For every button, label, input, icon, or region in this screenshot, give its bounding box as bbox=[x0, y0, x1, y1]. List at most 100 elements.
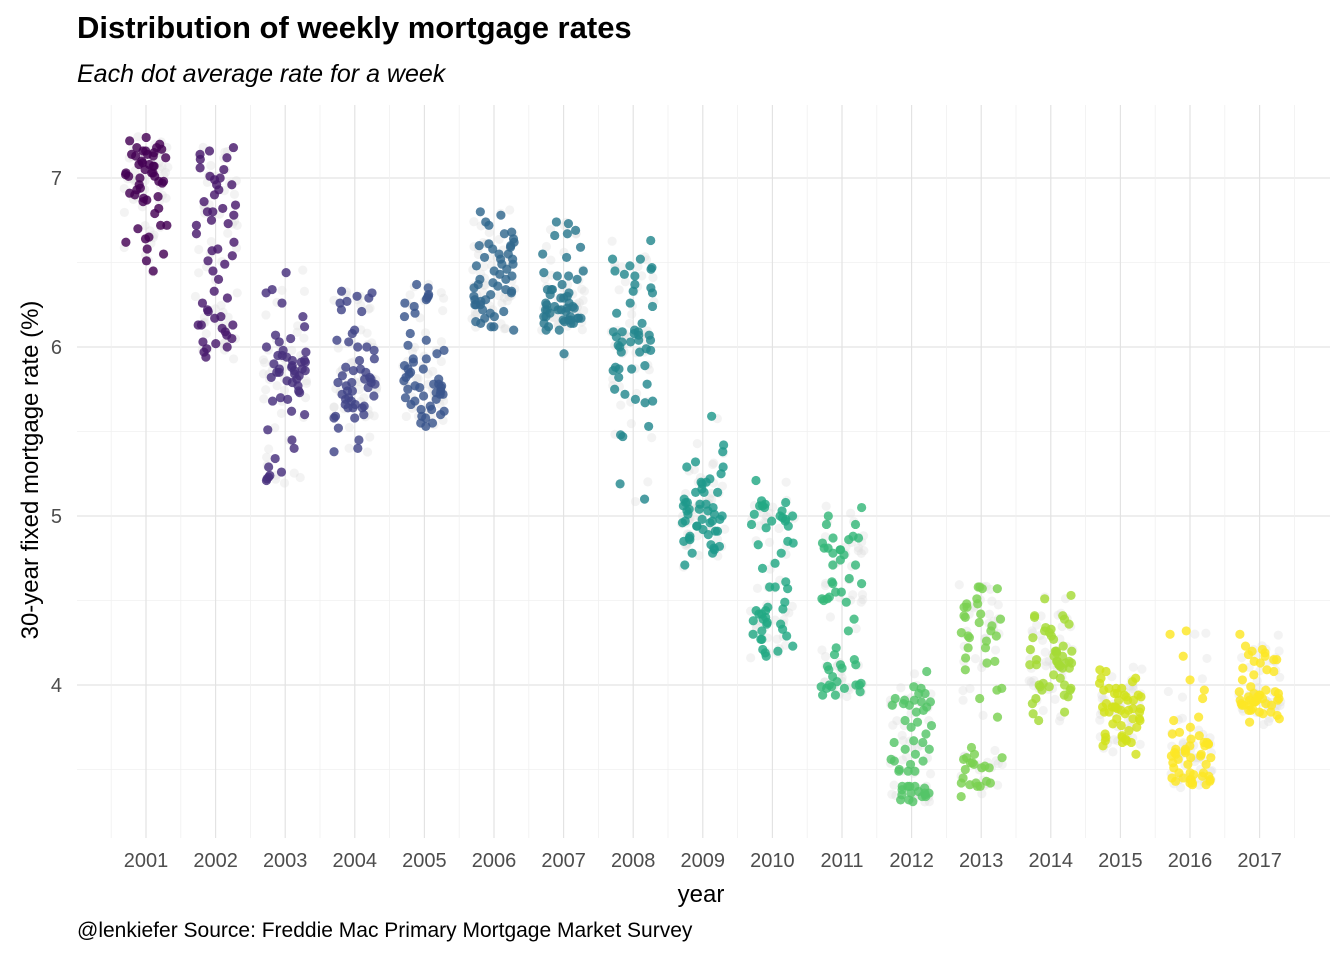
data-point bbox=[918, 705, 928, 715]
data-point bbox=[473, 279, 483, 290]
data-point bbox=[563, 219, 574, 229]
data-point bbox=[1186, 734, 1196, 744]
data-point bbox=[478, 305, 488, 315]
data-point bbox=[1266, 700, 1277, 710]
data-point bbox=[142, 244, 152, 254]
data-point bbox=[543, 322, 554, 332]
data-point bbox=[757, 626, 767, 636]
data-point bbox=[1128, 714, 1138, 724]
data-point bbox=[761, 523, 771, 533]
data-point bbox=[286, 333, 296, 344]
data-point bbox=[1185, 675, 1195, 685]
ghost-point bbox=[993, 600, 1003, 610]
ghost-point bbox=[1135, 739, 1145, 750]
ghost-point bbox=[1109, 735, 1119, 745]
ghost-point bbox=[842, 691, 852, 702]
data-point bbox=[1123, 705, 1134, 715]
data-point bbox=[782, 631, 792, 641]
data-point bbox=[276, 467, 287, 477]
data-point bbox=[551, 217, 561, 227]
ghost-point bbox=[439, 293, 449, 303]
data-point bbox=[837, 663, 847, 673]
ghost-point bbox=[617, 262, 627, 272]
data-point bbox=[910, 749, 921, 759]
data-point bbox=[370, 379, 380, 389]
ghost-point bbox=[620, 277, 631, 287]
ghost-point bbox=[329, 402, 339, 412]
data-point bbox=[697, 514, 707, 524]
ghost-point bbox=[853, 543, 864, 553]
data-point bbox=[1174, 727, 1185, 737]
data-point bbox=[990, 656, 1000, 666]
ghost-point bbox=[1273, 630, 1283, 640]
data-point bbox=[474, 241, 484, 251]
ghost-point bbox=[887, 789, 897, 799]
data-point bbox=[823, 511, 833, 521]
data-point bbox=[1094, 678, 1105, 688]
data-point bbox=[359, 410, 369, 420]
data-point bbox=[639, 494, 650, 504]
ghost-point bbox=[229, 189, 240, 199]
data-point bbox=[198, 337, 208, 347]
ghost-point bbox=[712, 534, 723, 544]
data-point bbox=[850, 519, 861, 530]
ghost-point bbox=[720, 524, 730, 534]
ghost-point bbox=[420, 328, 431, 338]
data-point bbox=[501, 274, 511, 284]
data-point bbox=[575, 242, 586, 252]
data-point bbox=[354, 435, 364, 445]
data-point bbox=[757, 563, 768, 573]
x-tick-label: 2003 bbox=[263, 850, 308, 872]
x-tick-label: 2008 bbox=[611, 850, 656, 872]
data-point bbox=[489, 311, 500, 322]
ghost-point bbox=[201, 329, 211, 339]
ghost-point bbox=[228, 354, 239, 364]
data-point bbox=[439, 345, 449, 355]
ghost-point bbox=[258, 369, 269, 379]
ghost-point bbox=[413, 374, 423, 384]
data-point bbox=[333, 423, 343, 433]
data-point bbox=[1201, 759, 1211, 770]
data-point bbox=[209, 190, 220, 200]
data-point bbox=[148, 151, 158, 161]
ghost-point bbox=[333, 343, 343, 353]
ghost-point bbox=[578, 295, 588, 305]
data-point bbox=[1272, 710, 1282, 721]
ghost-point bbox=[232, 220, 242, 231]
ghost-point bbox=[405, 290, 415, 300]
ghost-point bbox=[892, 716, 902, 726]
data-point bbox=[1244, 717, 1255, 727]
ghost-point bbox=[359, 393, 369, 403]
data-point bbox=[353, 342, 363, 352]
data-point bbox=[1034, 715, 1044, 726]
data-point bbox=[208, 207, 218, 217]
ghost-point bbox=[993, 780, 1003, 790]
ghost-point bbox=[577, 284, 587, 294]
data-point bbox=[635, 254, 645, 264]
data-point bbox=[399, 311, 410, 322]
data-point bbox=[157, 178, 167, 188]
ghost-point bbox=[851, 624, 861, 634]
ghost-point bbox=[500, 323, 511, 333]
data-point bbox=[630, 271, 640, 281]
data-point bbox=[283, 394, 293, 404]
data-point bbox=[1044, 628, 1054, 638]
data-point bbox=[557, 279, 567, 290]
ghost-point bbox=[1032, 620, 1042, 630]
data-point bbox=[502, 264, 512, 274]
ghost-point bbox=[985, 584, 995, 594]
data-point bbox=[570, 225, 581, 235]
data-point bbox=[484, 239, 494, 249]
data-point bbox=[778, 604, 788, 614]
ghost-point bbox=[362, 328, 372, 338]
data-point bbox=[777, 624, 788, 634]
data-point bbox=[1058, 641, 1068, 651]
ghost-point bbox=[692, 531, 702, 541]
x-tick-label: 2002 bbox=[193, 850, 238, 872]
data-point bbox=[706, 540, 716, 550]
data-point bbox=[369, 345, 379, 355]
data-point bbox=[618, 431, 628, 442]
data-point bbox=[767, 516, 777, 526]
ghost-point bbox=[436, 356, 446, 367]
data-point bbox=[1064, 663, 1074, 673]
